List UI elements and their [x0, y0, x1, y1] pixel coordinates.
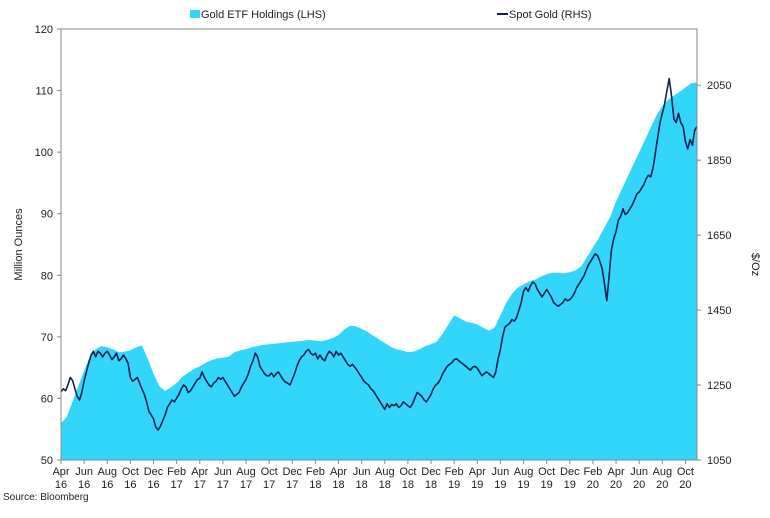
x-tick-label-month: Dec: [421, 466, 441, 478]
x-tick-label-year: 16: [124, 479, 136, 491]
y-right-tick-label: 1050: [707, 455, 731, 467]
x-tick-label-month: Jun: [630, 466, 648, 478]
x-tick-label-year: 20: [633, 479, 645, 491]
legend-label-gold: Spot Gold (RHS): [509, 9, 592, 21]
x-tick-label-year: 17: [171, 479, 183, 491]
x-tick-label-month: Apr: [191, 466, 208, 478]
x-tick-label-year: 17: [286, 479, 298, 491]
y-left-tick-label: 110: [35, 86, 53, 98]
x-tick-label-month: Oct: [677, 466, 694, 478]
x-tick-label-month: Oct: [122, 466, 139, 478]
x-tick-label-month: Oct: [399, 466, 416, 478]
legend-label-etf: Gold ETF Holdings (LHS): [201, 9, 326, 21]
y-right-tick-label: 1850: [707, 155, 731, 167]
x-tick-label-year: 18: [425, 479, 437, 491]
y-right-tick-label: 1650: [707, 230, 731, 242]
x-tick-label-month: Feb: [445, 466, 464, 478]
etf-holdings-area: [61, 82, 697, 460]
x-tick-label-month: Feb: [306, 466, 325, 478]
source-note: Source: Bloomberg: [3, 492, 89, 503]
x-tick-label-month: Aug: [236, 466, 256, 478]
x-tick-label-year: 19: [541, 479, 553, 491]
x-tick-label-year: 18: [379, 479, 391, 491]
x-tick-label-month: Oct: [261, 466, 278, 478]
x-tick-label-year: 19: [517, 479, 529, 491]
plot-frame: [60, 28, 698, 461]
x-tick-label-month: Apr: [52, 466, 69, 478]
x-tick-label-month: Jun: [214, 466, 232, 478]
x-tick-label-month: Aug: [653, 466, 673, 478]
x-tick-label-month: Feb: [583, 466, 602, 478]
x-tick-label-month: Apr: [469, 466, 486, 478]
y-right-axis-label: $/Oz: [749, 253, 761, 276]
x-tick-label-month: Apr: [607, 466, 624, 478]
x-tick-label-year: 16: [147, 479, 159, 491]
x-tick-label-month: Apr: [330, 466, 347, 478]
x-tick-label-month: Jun: [492, 466, 510, 478]
legend-swatch-etf: [190, 10, 200, 18]
y-right-tick-label: 1250: [707, 380, 731, 392]
x-tick-label-year: 17: [217, 479, 229, 491]
y-left-axis-label: Million Ounces: [13, 208, 25, 281]
x-tick-label-year: 16: [78, 479, 90, 491]
x-tick-label-year: 16: [55, 479, 67, 491]
x-tick-label-year: 16: [101, 479, 113, 491]
x-tick-label-month: Aug: [514, 466, 534, 478]
y-left-tick-label: 90: [41, 209, 53, 221]
y-right-tick-label: 1450: [707, 305, 731, 317]
y-left-tick-label: 120: [35, 24, 53, 36]
x-tick-label-month: Feb: [167, 466, 186, 478]
x-tick-label-year: 17: [194, 479, 206, 491]
y-right-tick-label: 2050: [707, 80, 731, 92]
x-tick-label-year: 20: [610, 479, 622, 491]
x-tick-label-year: 19: [564, 479, 576, 491]
x-tick-label-month: Jun: [75, 466, 93, 478]
x-tick-label-year: 18: [402, 479, 414, 491]
x-tick-label-month: Dec: [560, 466, 580, 478]
spot-gold-line: [60, 77, 698, 431]
x-tick-label-year: 18: [356, 479, 368, 491]
x-tick-label-year: 17: [240, 479, 252, 491]
x-tick-label-year: 18: [332, 479, 344, 491]
x-tick-label-year: 20: [656, 479, 668, 491]
x-tick-label-year: 19: [448, 479, 460, 491]
y-left-tick-label: 80: [41, 270, 53, 282]
x-tick-label-year: 18: [309, 479, 321, 491]
y-left-tick-label: 100: [35, 147, 53, 159]
x-tick-label-month: Dec: [282, 466, 302, 478]
x-tick-label-year: 17: [263, 479, 275, 491]
x-tick-label-year: 20: [587, 479, 599, 491]
y-left-tick-label: 70: [41, 332, 53, 344]
x-tick-label-year: 19: [471, 479, 483, 491]
y-left-tick-label: 50: [41, 455, 53, 467]
x-tick-label-month: Oct: [538, 466, 555, 478]
x-tick-label-month: Jun: [353, 466, 371, 478]
x-tick-label-year: 19: [494, 479, 506, 491]
x-tick-label-month: Aug: [97, 466, 117, 478]
y-left-tick-label: 60: [41, 393, 53, 405]
x-tick-label-year: 20: [679, 479, 691, 491]
x-tick-label-month: Dec: [144, 466, 164, 478]
x-tick-label-month: Aug: [375, 466, 395, 478]
